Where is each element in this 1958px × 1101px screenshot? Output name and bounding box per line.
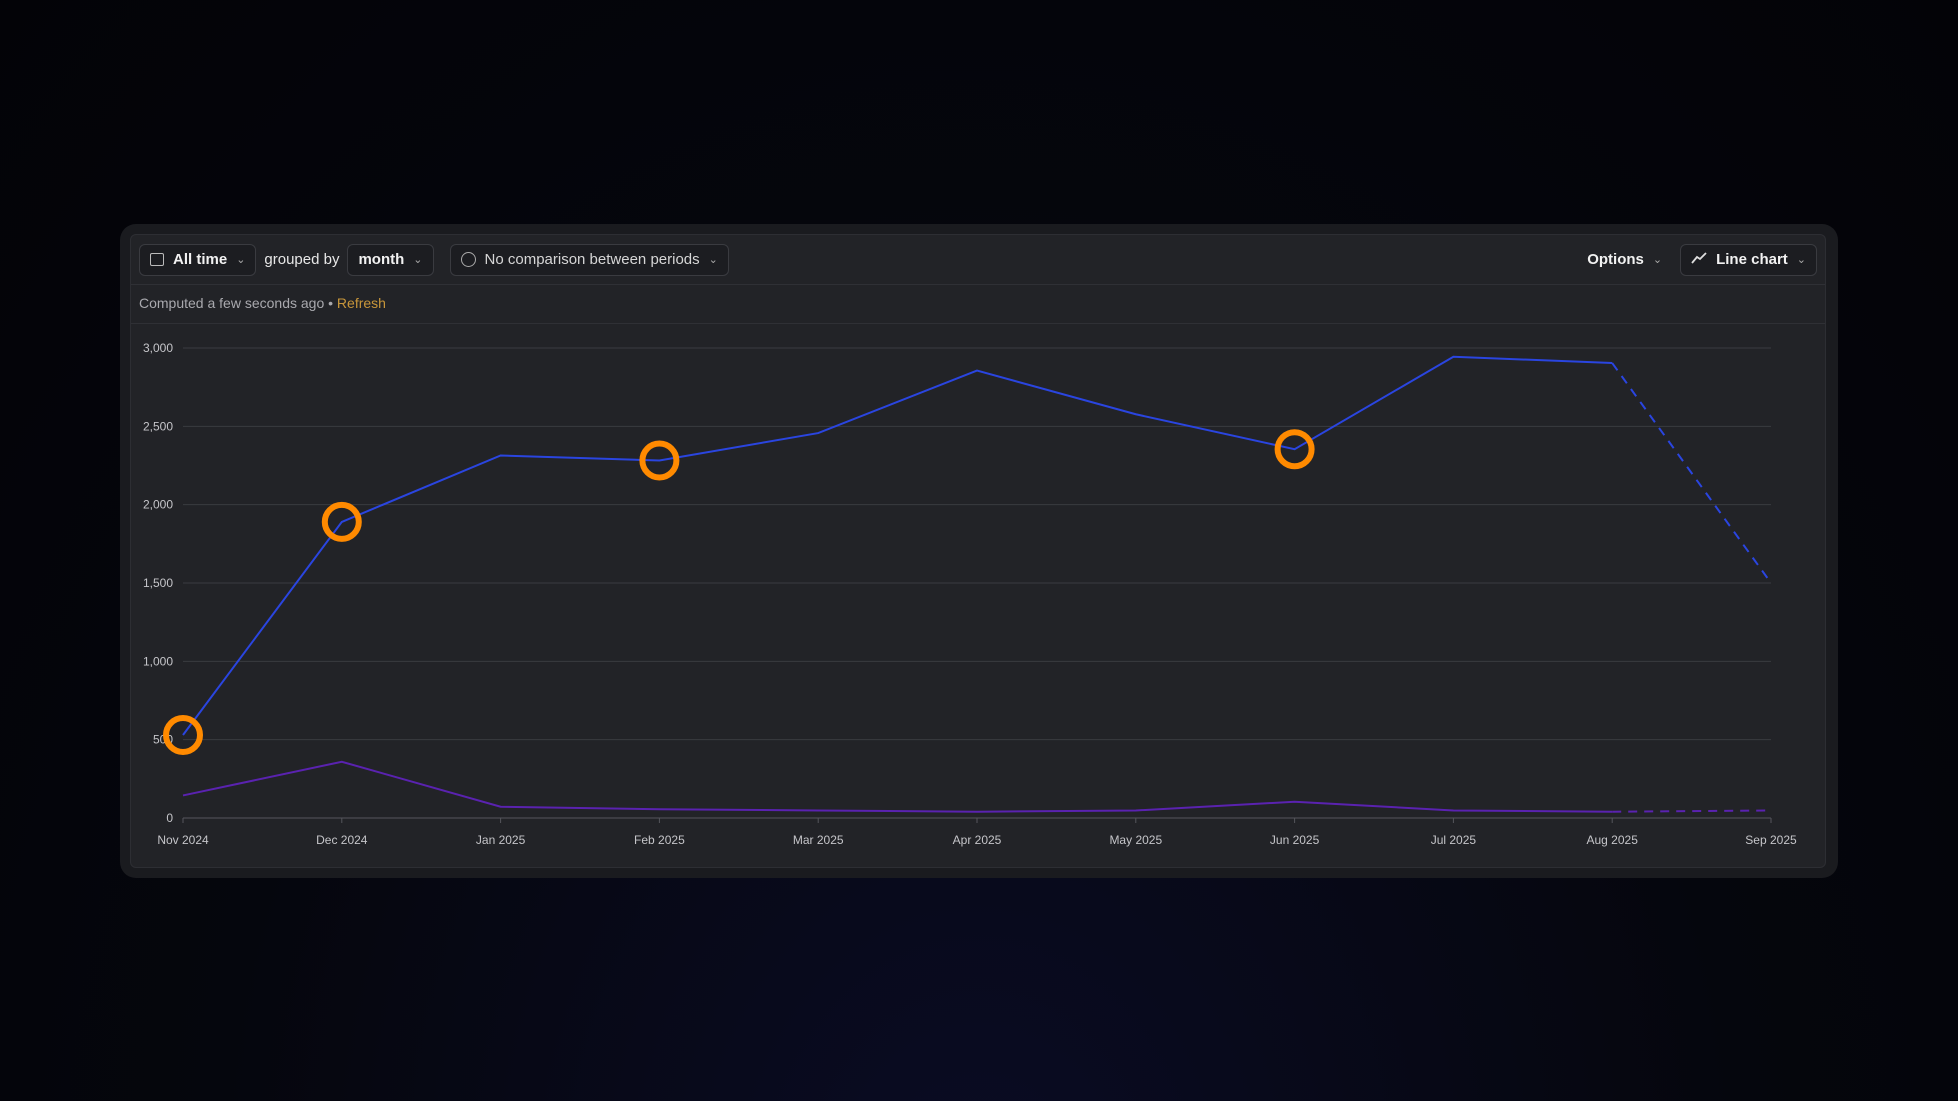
- date-range-label: All time: [173, 251, 228, 268]
- x-tick-label: Jul 2025: [1431, 833, 1477, 847]
- x-tick-label: Apr 2025: [953, 833, 1002, 847]
- chart-type-label: Line chart: [1716, 251, 1788, 268]
- x-tick-label: Mar 2025: [793, 833, 844, 847]
- comparison-label: No comparison between periods: [484, 251, 700, 268]
- y-tick-label: 2,500: [143, 419, 173, 433]
- grouped-by-label: grouped by: [264, 251, 340, 268]
- y-tick-label: 1,000: [143, 654, 173, 668]
- series-2-projected-line: [1612, 809, 1772, 813]
- interval-label: month: [358, 251, 405, 268]
- comparison-dropdown[interactable]: No comparison between periods ⌄: [449, 243, 729, 276]
- interval-dropdown[interactable]: month ⌄: [347, 243, 434, 276]
- status-line: Computed a few seconds ago • Refresh: [139, 295, 386, 311]
- chevron-down-icon: ⌄: [1652, 254, 1663, 266]
- x-tick-label: Feb 2025: [634, 833, 685, 847]
- y-tick-label: 0: [166, 811, 173, 825]
- x-tick-label: Sep 2025: [1745, 833, 1797, 847]
- computed-text: Computed a few seconds ago: [139, 295, 325, 311]
- refresh-link[interactable]: Refresh: [336, 295, 386, 311]
- highlight-marker: [639, 440, 680, 481]
- x-tick-label: Nov 2024: [157, 833, 209, 847]
- clock-icon: [460, 252, 476, 267]
- chart-panel: All time ⌄ grouped by month ⌄ No compari…: [130, 234, 1826, 868]
- highlight-marker: [321, 501, 362, 542]
- series-1-projected-line: [1611, 362, 1772, 584]
- series-1-line: [182, 355, 1613, 736]
- line-chart-icon: [1691, 251, 1707, 268]
- chevron-down-icon: ⌄: [1796, 254, 1806, 266]
- y-tick-label: 3,000: [143, 341, 173, 355]
- x-tick-label: May 2025: [1109, 833, 1162, 847]
- insight-card: All time ⌄ grouped by month ⌄ No compari…: [120, 224, 1838, 878]
- series-2-line: [182, 760, 1613, 813]
- highlight-marker: [1274, 429, 1315, 470]
- y-tick-label: 1,500: [143, 576, 173, 590]
- options-label: Options: [1587, 251, 1644, 268]
- separator: •: [328, 295, 334, 311]
- options-dropdown[interactable]: Options ⌄: [1577, 244, 1672, 276]
- date-range-dropdown[interactable]: All time ⌄: [139, 243, 257, 276]
- x-tick-label: Aug 2025: [1587, 833, 1639, 847]
- chart-type-dropdown[interactable]: Line chart ⌄: [1680, 243, 1817, 276]
- y-tick-label: 2,000: [143, 498, 173, 512]
- calendar-icon: [150, 253, 164, 266]
- divider: [131, 323, 1825, 324]
- chevron-down-icon: ⌄: [413, 254, 423, 266]
- x-tick-label: Jan 2025: [476, 833, 526, 847]
- chevron-down-icon: ⌄: [236, 254, 246, 266]
- chevron-down-icon: ⌄: [708, 254, 718, 266]
- x-tick-label: Dec 2024: [316, 833, 368, 847]
- x-tick-label: Jun 2025: [1270, 833, 1320, 847]
- toolbar: All time ⌄ grouped by month ⌄ No compari…: [131, 235, 1825, 285]
- highlight-marker: [163, 714, 203, 755]
